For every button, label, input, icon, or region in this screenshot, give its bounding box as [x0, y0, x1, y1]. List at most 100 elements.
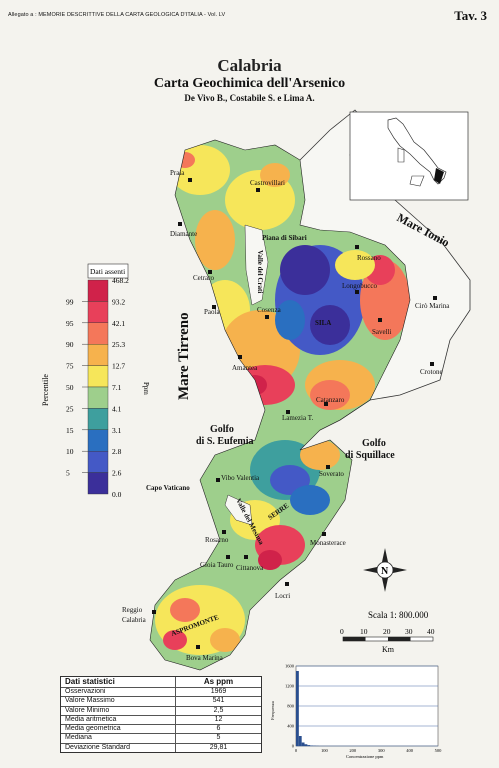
hist-bar-0	[296, 671, 299, 746]
legend-percentile-4: 50	[66, 383, 74, 392]
stats-row-label: Media geometrica	[61, 725, 176, 734]
legend-color-8	[87, 450, 109, 473]
place-lamezia: Lamezia T.	[282, 414, 313, 422]
legend-unit-label: Ppm	[142, 382, 150, 395]
legend-percentile-1: 95	[66, 319, 74, 328]
scale-label: Scala 1: 800.000	[368, 610, 429, 620]
legend: Dati assenti 468.2 93.2 42.1 25.3 12.7 7.1 4.1…	[41, 263, 150, 499]
scale-tick-40: 40	[427, 627, 435, 636]
legend-absent-box	[87, 263, 129, 279]
place-crotone: Crotone	[420, 368, 443, 376]
place-amantea: Amantea	[232, 364, 258, 372]
map-subtitle: Carta Geochimica dell'Arsenico	[153, 76, 346, 91]
hist-ytick-0: 0	[292, 744, 295, 749]
place-bova-marina: Bova Marina	[186, 654, 224, 662]
place-praia: Praia	[170, 169, 185, 177]
hist-xlabel: Concentrazione ppm	[346, 754, 384, 759]
hist-ytick-3: 1200	[285, 684, 295, 689]
valle-crati-blank	[244, 224, 269, 306]
stats-row-label: Valore Massimo	[61, 697, 176, 706]
legend-break-0: 468.2	[112, 276, 129, 285]
hist-xtick-2: 200	[349, 748, 357, 753]
stats-row-value: 29,81	[209, 743, 228, 751]
stats-row: Media aritmetica 12	[61, 715, 261, 726]
scale-bar	[342, 636, 434, 642]
stats-row-value: 6	[216, 725, 221, 733]
legend-color-2	[87, 322, 109, 345]
place-valle-crati: Valle del Crati	[256, 250, 264, 293]
legend-percentile-7: 10	[66, 447, 74, 456]
header-publication: Allegato a : MEMORIE DESCRITTIVE DELLA C…	[8, 12, 226, 18]
legend-color-0	[87, 279, 109, 302]
gulf-eufemia-l2: di S. Eufemia	[196, 436, 254, 447]
place-reggio-l1: Reggio	[122, 606, 143, 614]
hist-bar-4	[307, 745, 311, 746]
stats-row-label: Valore Minimo	[61, 706, 176, 715]
stats-row-value: 1969	[210, 688, 227, 695]
hist-bar-2	[301, 742, 305, 746]
legend-break-6: 4.1	[112, 404, 122, 413]
stats-title: Dati statistici	[61, 677, 176, 687]
stats-row: Osservazioni 1969	[61, 688, 261, 698]
place-savelli: Savelli	[372, 328, 391, 336]
stats-header-row: Dati statistici As ppm	[61, 677, 261, 688]
stats-table: Dati statistici As ppm Osservazioni 1969 V…	[60, 676, 262, 754]
place-longobucco: Longobucco	[342, 282, 377, 290]
hist-bar-5	[310, 745, 314, 746]
legend-break-10: 0.0	[112, 490, 122, 499]
stats-row-label: Mediana	[61, 734, 176, 743]
place-castrovillari: Castrovillari	[250, 179, 285, 187]
legend-absent-label: Dati assenti	[90, 267, 125, 276]
hist-ytick-4: 1600	[285, 664, 295, 669]
scale-tick-10: 10	[360, 627, 368, 636]
hist-ytick-2: 800	[287, 704, 295, 709]
legend-percentile-5: 25	[66, 404, 74, 413]
hist-bar-1	[298, 736, 302, 746]
legend-break-1: 93.2	[112, 297, 125, 306]
place-monasterace: Monasterace	[310, 539, 346, 547]
stats-row: Valore Minimo 2,5	[61, 706, 261, 716]
north-arrow: N	[363, 548, 407, 592]
zone-diamante	[195, 210, 235, 270]
scale-tick-30: 30	[405, 627, 413, 636]
legend-percentile-8: 5	[66, 469, 70, 478]
scale-unit: Km	[382, 645, 395, 654]
stats-row: Valore Massimo 541	[61, 697, 261, 707]
hist-ytick-1: 400	[287, 724, 295, 729]
legend-break-3: 25.3	[112, 340, 125, 349]
legend-percentile-6: 15	[66, 426, 74, 435]
legend-percentile-0: 99	[66, 297, 74, 306]
place-diamante: Diamante	[170, 230, 197, 238]
inset-italy-map	[349, 111, 469, 201]
hist-xtick-3: 300	[378, 748, 386, 753]
legend-break-5: 7.1	[112, 383, 122, 392]
legend-color-9	[87, 472, 109, 495]
place-catanzaro: Catanzaro	[316, 396, 345, 404]
hist-xtick-4: 400	[406, 748, 414, 753]
gulf-squillace-l1: Golfo	[362, 438, 386, 449]
scale-tick-20: 20	[383, 627, 391, 636]
legend-break-2: 42.1	[112, 319, 125, 328]
hist-xtick-5: 500	[435, 748, 443, 753]
coastline	[149, 139, 411, 671]
gulf-eufemia-l1: Golfo	[210, 424, 234, 435]
place-locri: Locri	[275, 592, 290, 600]
place-gioia-tauro: Gioia Tauro	[200, 561, 234, 569]
place-vibo: Vibo Valentia	[221, 474, 260, 482]
place-reggio-l2: Calabria	[122, 616, 147, 624]
legend-color-3	[87, 343, 109, 366]
hist-bar-3	[304, 744, 308, 746]
sea-label-tirreno: Mare Tirreno	[176, 312, 192, 400]
place-markers	[152, 178, 437, 649]
scale-tick-0: 0	[340, 627, 344, 636]
stats-row-value: 5	[216, 734, 221, 742]
stats-row-value: 2,5	[213, 706, 224, 714]
legend-color-5	[87, 386, 109, 409]
valle-mesima-blank	[224, 494, 253, 526]
legend-break-7: 3.1	[112, 426, 122, 435]
hist-ylabel: Frequenza	[270, 701, 275, 720]
map-title: Calabria	[217, 56, 282, 75]
stats-row: Deviazione Standard 29,81	[61, 743, 261, 753]
hist-xtick-1: 100	[321, 748, 329, 753]
legend-break-4: 12.7	[112, 362, 125, 371]
